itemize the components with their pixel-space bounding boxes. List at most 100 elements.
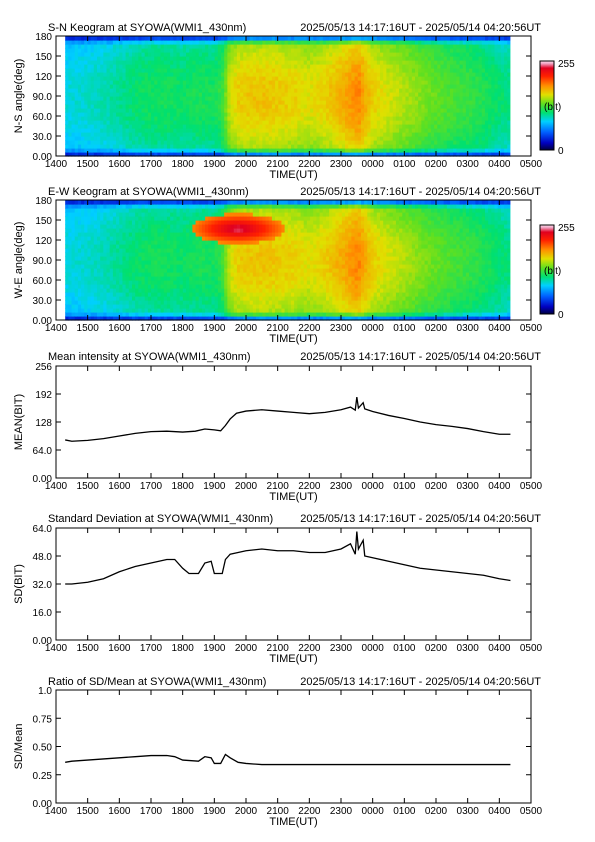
keogram-cell bbox=[122, 300, 127, 305]
keogram-cell bbox=[294, 60, 298, 65]
keogram-cell bbox=[131, 148, 136, 153]
keogram-cell bbox=[310, 76, 314, 81]
keogram-cell bbox=[329, 148, 333, 153]
keogram-cell bbox=[154, 80, 159, 85]
keogram-cell bbox=[96, 48, 101, 53]
keogram-cell bbox=[90, 284, 95, 289]
keogram-cell bbox=[192, 80, 197, 85]
keogram-cell bbox=[421, 140, 426, 145]
keogram-cell bbox=[160, 152, 165, 157]
keogram-cell bbox=[303, 140, 308, 145]
keogram-cell bbox=[402, 144, 407, 149]
keogram-cell bbox=[306, 100, 311, 105]
keogram-cell bbox=[103, 120, 108, 125]
keogram-cell bbox=[125, 292, 130, 297]
keogram-cell bbox=[166, 72, 171, 77]
keogram-cell bbox=[399, 68, 403, 73]
keogram-cell bbox=[446, 76, 451, 81]
keogram-cell bbox=[316, 136, 321, 141]
keogram-cell bbox=[421, 148, 426, 153]
keogram-cell bbox=[71, 64, 76, 69]
keogram-cell bbox=[303, 60, 308, 65]
keogram-cell bbox=[93, 296, 98, 301]
keogram-cell bbox=[348, 84, 352, 89]
keogram-cell bbox=[472, 124, 477, 129]
keogram-cell bbox=[294, 80, 298, 85]
keogram-cell bbox=[96, 244, 101, 249]
keogram-cell bbox=[437, 64, 442, 69]
keogram-cell bbox=[287, 148, 292, 153]
keogram-cell bbox=[440, 72, 445, 77]
keogram-cell bbox=[189, 116, 193, 121]
keogram-cell bbox=[360, 116, 365, 121]
keogram-cell bbox=[74, 52, 79, 57]
keogram-cell bbox=[395, 120, 400, 125]
keogram-cell bbox=[230, 112, 235, 117]
keogram-cell bbox=[494, 108, 499, 113]
keogram-cell bbox=[478, 132, 483, 137]
keogram-cell bbox=[430, 124, 435, 129]
keogram-cell bbox=[351, 56, 356, 61]
keogram-cell bbox=[109, 276, 114, 281]
keogram-cell bbox=[192, 104, 197, 109]
keogram-cell bbox=[106, 312, 111, 317]
keogram-cell bbox=[192, 96, 197, 101]
keogram-cell bbox=[227, 112, 232, 117]
keogram-cell bbox=[128, 144, 133, 149]
keogram-cell bbox=[131, 84, 136, 89]
keogram-cell bbox=[128, 136, 133, 141]
keogram-cell bbox=[141, 96, 146, 101]
keogram-cell bbox=[93, 64, 98, 69]
keogram-cell bbox=[383, 108, 387, 113]
keogram-cell bbox=[71, 128, 76, 133]
keogram-cell bbox=[103, 108, 108, 113]
keogram-cell bbox=[141, 136, 146, 141]
colorbar-min-label: 0 bbox=[558, 146, 564, 157]
keogram-cell bbox=[173, 76, 178, 81]
keogram-cell bbox=[109, 236, 114, 241]
keogram-cell bbox=[440, 100, 445, 105]
keogram-cell bbox=[316, 132, 321, 137]
keogram-cell bbox=[182, 124, 187, 129]
keogram-cell bbox=[103, 216, 108, 221]
keogram-cell bbox=[421, 88, 426, 93]
keogram-cell bbox=[100, 312, 104, 317]
keogram-cell bbox=[230, 52, 235, 57]
keogram-cell bbox=[418, 80, 422, 85]
keogram-cell bbox=[84, 140, 89, 145]
keogram-cell bbox=[128, 292, 133, 297]
keogram-cell bbox=[170, 52, 174, 57]
keogram-cell bbox=[364, 96, 368, 101]
keogram-cell bbox=[491, 128, 496, 133]
keogram-cell bbox=[494, 56, 499, 61]
keogram-image bbox=[65, 36, 512, 157]
keogram-cell bbox=[71, 40, 76, 45]
keogram-cell bbox=[462, 120, 467, 125]
keogram-cell bbox=[116, 100, 120, 105]
keogram-cell bbox=[367, 88, 372, 93]
keogram-cell bbox=[459, 124, 464, 129]
keogram-cell bbox=[325, 68, 330, 73]
keogram-cell bbox=[128, 228, 133, 233]
keogram-cell bbox=[192, 152, 197, 157]
keogram-cell bbox=[300, 100, 305, 105]
keogram-cell bbox=[170, 44, 174, 49]
keogram-cell bbox=[271, 52, 276, 57]
keogram-cell bbox=[453, 152, 457, 157]
keogram-cell bbox=[224, 132, 228, 137]
keogram-cell bbox=[68, 128, 73, 133]
keogram-cell bbox=[332, 128, 337, 133]
keogram-cell bbox=[81, 116, 85, 121]
keogram-cell bbox=[151, 76, 155, 81]
keogram-cell bbox=[138, 264, 143, 269]
keogram-cell bbox=[119, 148, 124, 153]
keogram-cell bbox=[437, 36, 442, 41]
keogram-cell bbox=[125, 40, 130, 45]
keogram-cell bbox=[236, 44, 241, 49]
keogram-cell bbox=[163, 40, 168, 45]
keogram-cell bbox=[189, 128, 193, 133]
keogram-cell bbox=[208, 144, 213, 149]
keogram-cell bbox=[182, 40, 187, 45]
keogram-cell bbox=[437, 152, 442, 157]
keogram-cell bbox=[449, 120, 454, 125]
